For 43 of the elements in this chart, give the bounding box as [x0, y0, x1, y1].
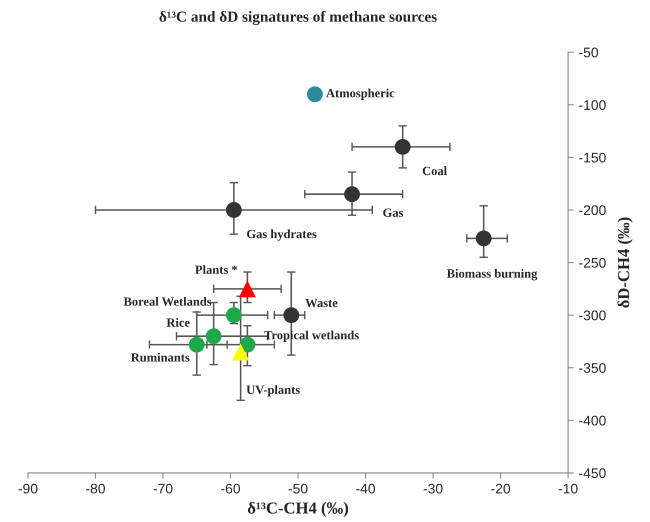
annotation: Atmospheric: [326, 88, 394, 100]
x-tick-label: -90: [18, 484, 38, 494]
point: [476, 230, 492, 246]
y-tick-label: -300: [579, 310, 606, 320]
x-tick-label: -10: [558, 484, 578, 494]
point: [238, 280, 256, 298]
annotation: Waste: [305, 298, 338, 308]
point: [226, 202, 242, 218]
point: [232, 343, 250, 360]
y-tick-label: -400: [579, 416, 606, 426]
annotation: Gas: [383, 208, 404, 217]
y-tick-label: -50: [579, 48, 598, 58]
point: [283, 307, 300, 324]
annotation: Rice: [166, 318, 190, 327]
annotation: Plants *: [195, 265, 238, 274]
annotation: Ruminants: [130, 352, 190, 362]
point: [306, 86, 323, 102]
x-tick-label: -40: [356, 484, 376, 494]
x-axis-title: δ¹³C-CH4 (‰): [248, 502, 348, 518]
annotation: Boreal Wetlands: [124, 296, 212, 306]
y-tick-label: -450: [579, 468, 606, 478]
point: [226, 307, 242, 324]
annotation: Coal: [422, 166, 447, 176]
chart-title: δ¹³C and δD signatures of methane sources: [159, 10, 437, 26]
y-tick-label: -150: [579, 152, 606, 163]
point: [394, 138, 411, 155]
x-tick-label: -70: [154, 484, 172, 494]
x-tick-label: -30: [424, 484, 443, 494]
y-axis-title: δD-CH4 (‰): [617, 218, 633, 308]
annotation: Biomass burning: [446, 268, 538, 280]
point: [344, 186, 360, 202]
point: [188, 336, 205, 353]
annotation: Gas hydrates: [246, 229, 317, 241]
x-tick-label: -20: [491, 484, 510, 494]
y-tick-label: -350: [579, 363, 606, 373]
annotation: UV-plants: [246, 385, 300, 397]
x-tick-label: -80: [86, 484, 105, 494]
y-tick-label: -100: [579, 100, 606, 110]
y-tick-label: -200: [579, 205, 606, 216]
x-tick-label: -50: [288, 484, 308, 494]
y-tick-label: -250: [579, 258, 606, 268]
x-tick-label: -60: [221, 484, 240, 494]
point: [206, 328, 222, 344]
